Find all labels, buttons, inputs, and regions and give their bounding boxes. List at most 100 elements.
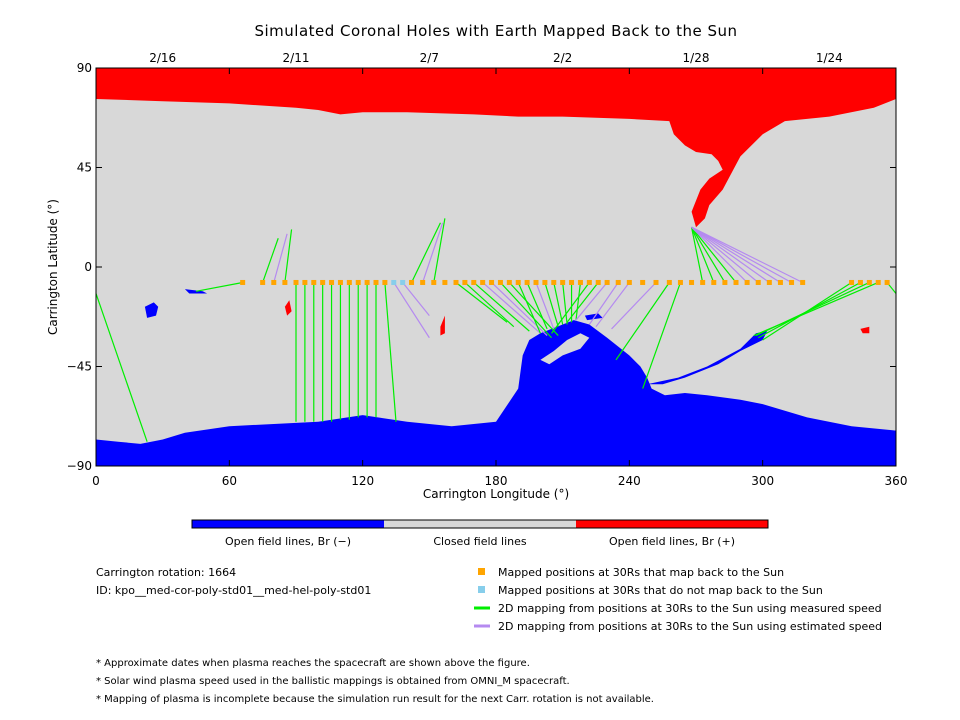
legend-label-estimated-speed: 2D mapping from positions at 30Rs to the… — [498, 620, 882, 633]
mapping-line-27 — [517, 282, 541, 334]
date-label-4: 1/28 — [683, 51, 710, 65]
mapping-line-22 — [473, 282, 530, 332]
y-tick-label-3: −45 — [67, 360, 92, 374]
x-tick-label-2: 120 — [351, 474, 374, 488]
chart-title: Simulated Coronal Holes with Earth Mappe… — [254, 22, 737, 40]
south-negative-hole-extension — [647, 331, 768, 385]
y-axis-label: Carrington Latitude (°) — [46, 199, 60, 335]
mapping-line-52 — [691, 226, 803, 284]
mapped-point-10 — [346, 279, 352, 285]
north-positive-coronal-hole — [96, 68, 896, 228]
mapped-point-35 — [577, 279, 583, 285]
mapped-point-26 — [497, 279, 503, 285]
mapped-point-45 — [689, 279, 695, 285]
mapped-point-8 — [329, 279, 335, 285]
legend: Mapped positions at 30Rs that map back t… — [474, 566, 882, 633]
mapped-point-32 — [551, 279, 557, 285]
mapping-line-50 — [691, 226, 781, 283]
mapped-point-60 — [884, 279, 890, 285]
y-tick-label-1: 45 — [77, 161, 92, 175]
x-axis-ticks: 0 60 120 180 240 300 360 — [92, 68, 907, 488]
mapped-point-0 — [240, 279, 246, 285]
mapping-line-18 — [422, 222, 444, 283]
mapping-line-31 — [553, 282, 564, 325]
colorbar-label-open-negative: Open field lines, Br (−) — [225, 535, 351, 548]
small-coronal-hole-0 — [144, 302, 159, 318]
mapped-point-38 — [604, 279, 610, 285]
mapping-line-3 — [284, 229, 293, 283]
mapped-point-50 — [744, 279, 750, 285]
x-tick-label-6: 360 — [885, 474, 908, 488]
y-tick-label-2: 0 — [84, 260, 92, 274]
mapped-point-59 — [875, 279, 881, 285]
mapped-point-23 — [471, 279, 477, 285]
y-tick-label-4: −90 — [67, 459, 92, 473]
mapping-line-38 — [588, 282, 619, 325]
mapping-line-2 — [273, 233, 288, 283]
mapped-point-28 — [515, 279, 521, 285]
mapped-point-19 — [431, 279, 437, 285]
mapped-point-54 — [789, 279, 795, 285]
mapping-line-37 — [575, 282, 608, 321]
mapped-point-9 — [337, 279, 343, 285]
mapping-line-58 — [95, 293, 148, 442]
mapped-point-27 — [506, 279, 512, 285]
mapped-point-3 — [282, 279, 288, 285]
mapped-point-42 — [653, 279, 659, 285]
mapping-line-47 — [691, 226, 748, 283]
mapped-point-31 — [542, 279, 548, 285]
mapping-line-39 — [595, 282, 630, 328]
small-coronal-hole-2 — [584, 313, 603, 321]
legend-label-mapped: Mapped positions at 30Rs that map back t… — [498, 566, 784, 579]
mapped-point-16 — [400, 279, 406, 285]
mapping-line-46 — [691, 226, 737, 283]
mapping-line-26 — [508, 282, 559, 336]
mapped-point-34 — [569, 279, 575, 285]
mapping-lines — [95, 218, 897, 442]
carrington-rotation-label: Carrington rotation: 1664 — [96, 566, 236, 579]
colorbar: Open field lines, Br (−) Closed field li… — [191, 519, 769, 548]
mapping-line-44 — [690, 226, 715, 283]
mapped-point-55 — [800, 279, 806, 285]
mapped-point-11 — [355, 279, 361, 285]
colorbar-label-closed: Closed field lines — [433, 535, 527, 548]
south-negative-coronal-hole — [96, 320, 896, 466]
mapping-line-43 — [690, 227, 704, 283]
map-area — [95, 67, 897, 467]
mapping-line-35 — [551, 282, 590, 334]
coronal-hole-regions — [96, 68, 896, 466]
mapping-line-16 — [402, 282, 430, 317]
mapping-line-23 — [482, 282, 541, 334]
mapped-point-24 — [480, 279, 486, 285]
mapped-point-12 — [364, 279, 370, 285]
mapped-point-52 — [766, 279, 772, 285]
mapped-point-25 — [489, 279, 495, 285]
mapped-point-17 — [409, 279, 415, 285]
mapped-point-48 — [722, 279, 728, 285]
mapping-line-51 — [691, 226, 792, 284]
mapped-point-41 — [640, 279, 646, 285]
mapped-point-15 — [391, 279, 397, 285]
mapping-line-1 — [262, 238, 279, 283]
mapping-line-40 — [611, 282, 657, 330]
footnote-dates: * Approximate dates when plasma reaches … — [96, 658, 530, 669]
legend-marker-mapped — [478, 568, 485, 575]
date-label-5: 1/24 — [816, 51, 843, 65]
colorbar-segment-closed — [384, 520, 576, 528]
x-tick-label-0: 0 — [92, 474, 100, 488]
mapping-line-49 — [691, 226, 770, 283]
run-id-label: ID: kpo__med-cor-poly-std01__med-hel-pol… — [96, 584, 371, 597]
mapped-point-20 — [442, 279, 448, 285]
date-label-2: 2/7 — [420, 51, 439, 65]
mapped-point-40 — [626, 279, 632, 285]
mapping-line-42 — [642, 282, 682, 389]
mapped-point-13 — [373, 279, 379, 285]
mapped-point-43 — [666, 279, 672, 285]
mapped-point-53 — [777, 279, 783, 285]
colorbar-segment-open-positive — [576, 520, 768, 528]
legend-marker-not-mapped — [478, 586, 485, 593]
mapped-point-6 — [311, 279, 317, 285]
colorbar-frame — [191, 519, 769, 529]
mapping-line-20 — [455, 282, 508, 323]
